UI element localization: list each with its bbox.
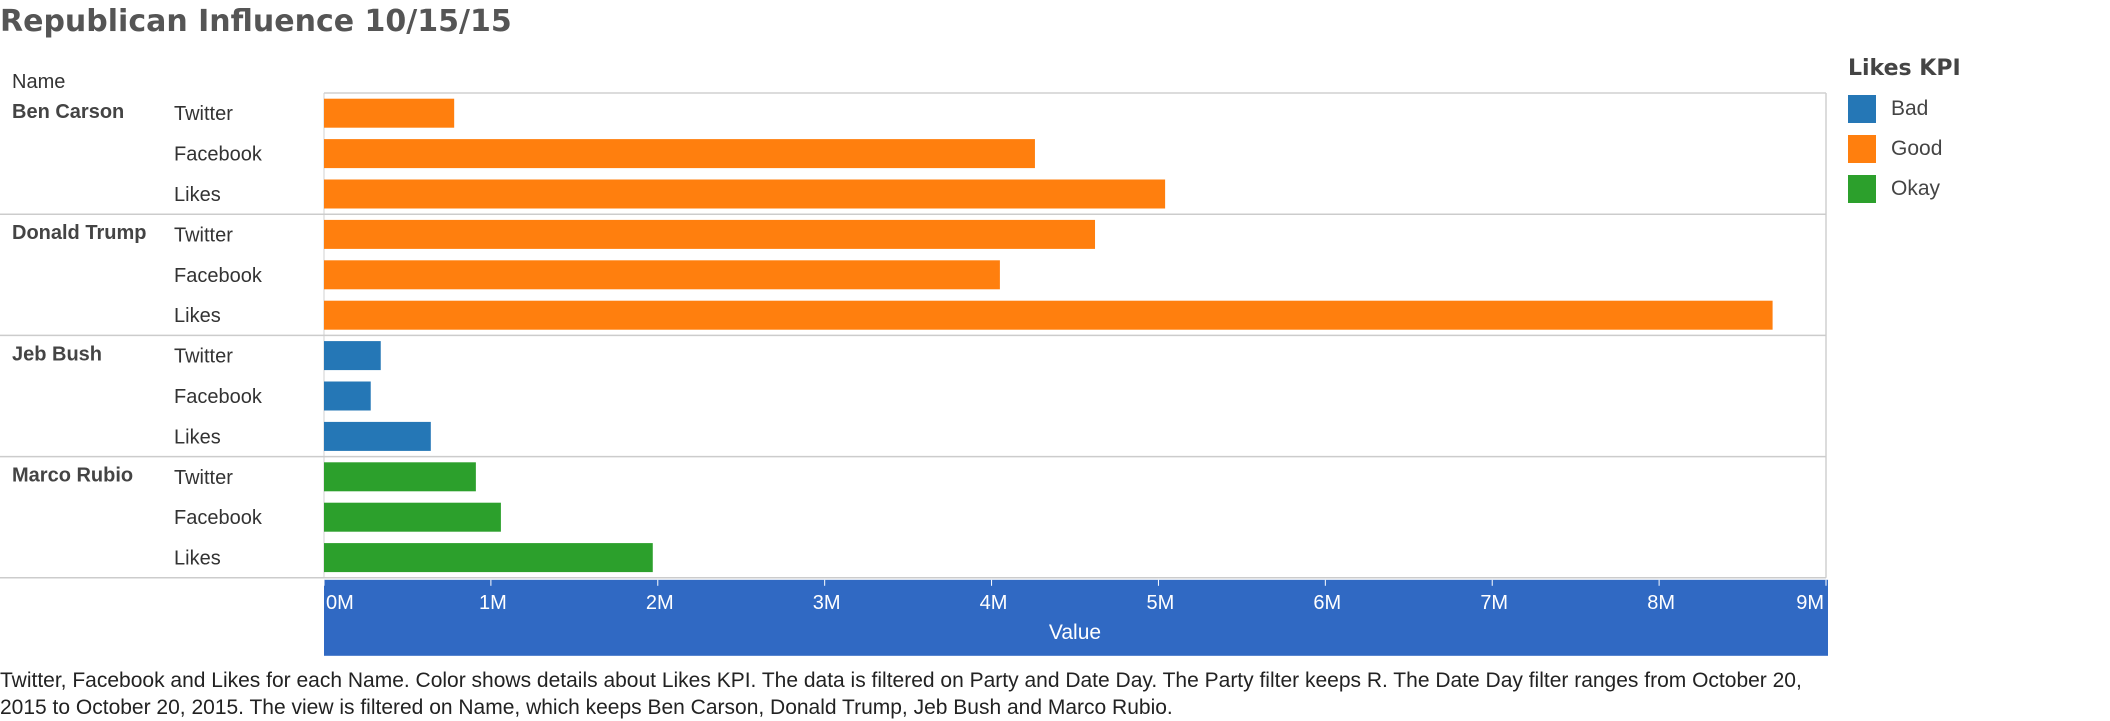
x-tick-label: 9M	[1796, 592, 1824, 614]
bar	[324, 260, 1000, 290]
legend-item-okay[interactable]: Okay	[1848, 169, 1961, 209]
x-tick-label: 4M	[980, 592, 1008, 614]
measure-label: Facebook	[174, 507, 263, 529]
bar-chart: Name Ben Carson Twitter Facebook Likes Donald…	[0, 71, 1828, 656]
legend-label-good: Good	[1891, 137, 1943, 160]
candidate-label: Donald Trump	[12, 222, 146, 244]
bar	[324, 98, 455, 128]
legend-label-bad: Bad	[1891, 97, 1929, 120]
x-tick-label: 5M	[1147, 592, 1175, 614]
x-axis-title: Value	[1049, 621, 1101, 644]
measure-label: Facebook	[174, 386, 263, 408]
candidate-label: Marco Rubio	[12, 465, 133, 487]
legend-item-good[interactable]: Good	[1848, 129, 1961, 169]
bar	[324, 502, 501, 532]
measure-label: Likes	[174, 548, 221, 570]
x-tick-label: 6M	[1313, 592, 1341, 614]
x-tick-label: 7M	[1480, 592, 1508, 614]
x-tick-label: 8M	[1647, 592, 1675, 614]
legend-title: Likes KPI	[1848, 56, 1961, 81]
x-tick-label: 3M	[813, 592, 841, 614]
measure-label: Likes	[174, 305, 221, 327]
x-tick-label: 1M	[479, 592, 507, 614]
bar	[324, 381, 371, 411]
bar	[324, 219, 1096, 249]
legend-swatch-okay	[1848, 175, 1876, 203]
legend-swatch-good	[1848, 135, 1876, 163]
legend-label-okay: Okay	[1891, 177, 1941, 200]
bar	[324, 462, 476, 492]
candidate-label: Ben Carson	[12, 101, 124, 123]
chart-title: Republican Influence 10/15/15	[0, 4, 512, 39]
measure-label: Likes	[174, 184, 221, 206]
x-tick-label: 2M	[646, 592, 674, 614]
x-axis-band	[324, 579, 1828, 656]
measure-label: Facebook	[174, 265, 263, 287]
measure-label: Likes	[174, 426, 221, 448]
legend: Likes KPI Bad Good Okay	[1848, 56, 1961, 209]
measure-label: Twitter	[174, 467, 233, 489]
legend-item-bad[interactable]: Bad	[1848, 89, 1961, 129]
bar	[324, 139, 1035, 169]
measure-label: Twitter	[174, 224, 233, 246]
bar	[324, 543, 653, 573]
bar	[324, 300, 1773, 330]
bar	[324, 421, 431, 451]
chart-caption: Twitter, Facebook and Likes for each Nam…	[0, 669, 1802, 719]
measure-label: Twitter	[174, 346, 233, 368]
candidate-label: Jeb Bush	[12, 343, 102, 365]
row-header-name: Name	[12, 71, 65, 93]
measure-label: Facebook	[174, 144, 263, 166]
bar	[324, 341, 381, 371]
measure-label: Twitter	[174, 103, 233, 125]
x-tick-label: 0M	[326, 592, 354, 614]
bar	[324, 179, 1166, 209]
legend-swatch-bad	[1848, 95, 1876, 123]
